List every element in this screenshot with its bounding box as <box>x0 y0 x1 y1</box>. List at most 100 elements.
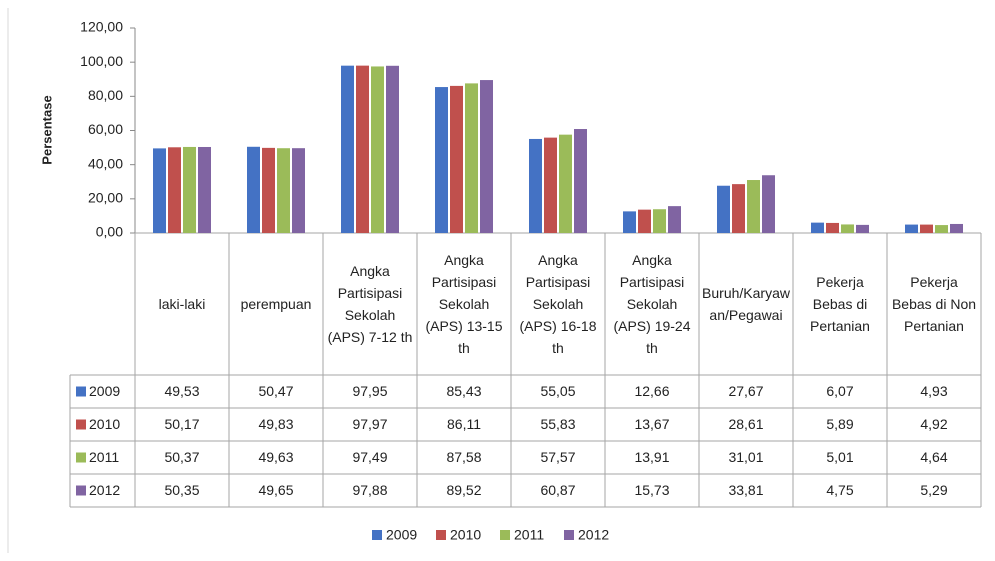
data-label: 86,11 <box>447 416 481 432</box>
bar <box>356 65 369 233</box>
legend-key <box>76 419 86 430</box>
x-tick-label: Pekerja Bebas di Pertanian <box>810 274 870 334</box>
legend-key <box>76 485 86 496</box>
y-tick-label: 100,00 <box>80 53 123 69</box>
data-label: 49,83 <box>258 416 293 432</box>
table-legend-label: 2011 <box>89 449 119 465</box>
data-label: 97,49 <box>352 449 387 465</box>
data-label: 6,07 <box>826 383 853 399</box>
bar <box>277 148 290 233</box>
bar <box>198 146 211 233</box>
data-label: 15,73 <box>634 482 669 498</box>
bar <box>762 175 775 233</box>
bar <box>826 222 839 233</box>
data-label: 49,65 <box>258 482 293 498</box>
bar <box>465 83 478 234</box>
data-label: 28,61 <box>728 416 763 432</box>
legend-label: 2009 <box>386 527 417 543</box>
bar <box>668 206 681 233</box>
bar <box>856 224 869 233</box>
table-legend-label: 2012 <box>89 482 120 498</box>
category-cell: Pekerja Bebas di Non Pertanian <box>891 274 977 334</box>
data-label: 50,17 <box>164 416 199 432</box>
data-label: 49,63 <box>258 449 293 465</box>
category-cell: laki-laki <box>158 296 206 312</box>
bar <box>623 211 636 233</box>
y-tick-label: 20,00 <box>88 190 123 206</box>
bar <box>153 148 166 233</box>
x-tick-label: Buruh/Karyawan/Pegawai <box>702 285 790 323</box>
category-cell: Pekerja Bebas di Pertanian <box>810 274 870 334</box>
bar <box>435 87 448 233</box>
data-label: 55,83 <box>540 416 575 432</box>
table-legend-label: 2009 <box>89 383 120 399</box>
bar <box>935 225 948 233</box>
category-cell: Angka Partisipasi Sekolah (APS) 16-18 th <box>519 252 597 356</box>
legend-swatch <box>372 530 382 540</box>
data-label: 89,52 <box>446 482 481 498</box>
bar <box>747 180 760 233</box>
x-tick-label: Angka Partisipasi Sekolah (APS) 19-24 th <box>613 252 691 356</box>
legend-swatch <box>500 530 510 540</box>
bar <box>653 209 666 233</box>
data-label: 50,47 <box>258 383 293 399</box>
bar <box>841 224 854 233</box>
data-label: 12,66 <box>634 383 669 399</box>
bar <box>717 185 730 233</box>
bar <box>811 222 824 233</box>
data-label: 55,05 <box>540 383 575 399</box>
bar <box>574 129 587 233</box>
x-tick-label: Angka Partisipasi Sekolah (APS) 13-15 th <box>425 252 503 356</box>
data-label: 13,91 <box>634 449 669 465</box>
bar <box>920 224 933 233</box>
x-tick-label: Angka Partisipasi Sekolah (APS) 16-18 th <box>519 252 597 356</box>
bar <box>905 224 918 233</box>
x-tick-label: laki-laki <box>158 296 206 312</box>
y-axis-label: Persentase <box>39 95 54 164</box>
bar <box>638 209 651 233</box>
bar <box>292 148 305 233</box>
data-label: 87,58 <box>446 449 481 465</box>
data-label: 33,81 <box>728 482 763 498</box>
y-tick-label: 0,00 <box>96 224 123 240</box>
bar <box>247 146 260 233</box>
data-label: 49,53 <box>164 383 199 399</box>
legend-key <box>76 386 86 397</box>
bar <box>559 134 572 233</box>
bar <box>341 65 354 233</box>
y-tick-label: 60,00 <box>88 121 123 137</box>
data-label: 97,97 <box>352 416 387 432</box>
x-tick-label: perempuan <box>240 296 312 312</box>
bar <box>450 85 463 233</box>
data-label: 4,93 <box>920 383 947 399</box>
legend-label: 2010 <box>450 527 481 543</box>
data-label: 60,87 <box>540 482 575 498</box>
bar <box>732 184 745 233</box>
bar <box>386 65 399 233</box>
legend-key <box>76 452 86 463</box>
data-label: 50,37 <box>164 449 199 465</box>
category-cell: Angka Partisipasi Sekolah (APS) 19-24 th <box>613 252 691 356</box>
category-cell: Angka Partisipasi Sekolah (APS) 13-15 th <box>425 252 503 356</box>
legend-label: 2011 <box>514 527 544 543</box>
x-tick-label: Angka Partisipasi Sekolah (APS) 7-12 th <box>327 263 413 345</box>
data-label: 4,64 <box>920 449 947 465</box>
bar <box>544 137 557 233</box>
data-label: 5,29 <box>920 482 947 498</box>
category-cell: Buruh/Karyawan/Pegawai <box>702 285 790 323</box>
data-label: 13,67 <box>634 416 669 432</box>
bar <box>262 147 275 233</box>
legend-label: 2012 <box>578 527 609 543</box>
bar <box>480 80 493 233</box>
legend-swatch <box>436 530 446 540</box>
table-legend-label: 2010 <box>89 416 120 432</box>
x-tick-label: Pekerja Bebas di Non Pertanian <box>891 274 977 334</box>
y-tick-label: 80,00 <box>88 87 123 103</box>
data-label: 5,01 <box>826 449 853 465</box>
data-label: 4,92 <box>920 416 947 432</box>
data-label: 31,01 <box>728 449 763 465</box>
category-cell: Angka Partisipasi Sekolah (APS) 7-12 th <box>327 263 413 345</box>
bar <box>371 66 384 233</box>
bar <box>529 138 542 233</box>
